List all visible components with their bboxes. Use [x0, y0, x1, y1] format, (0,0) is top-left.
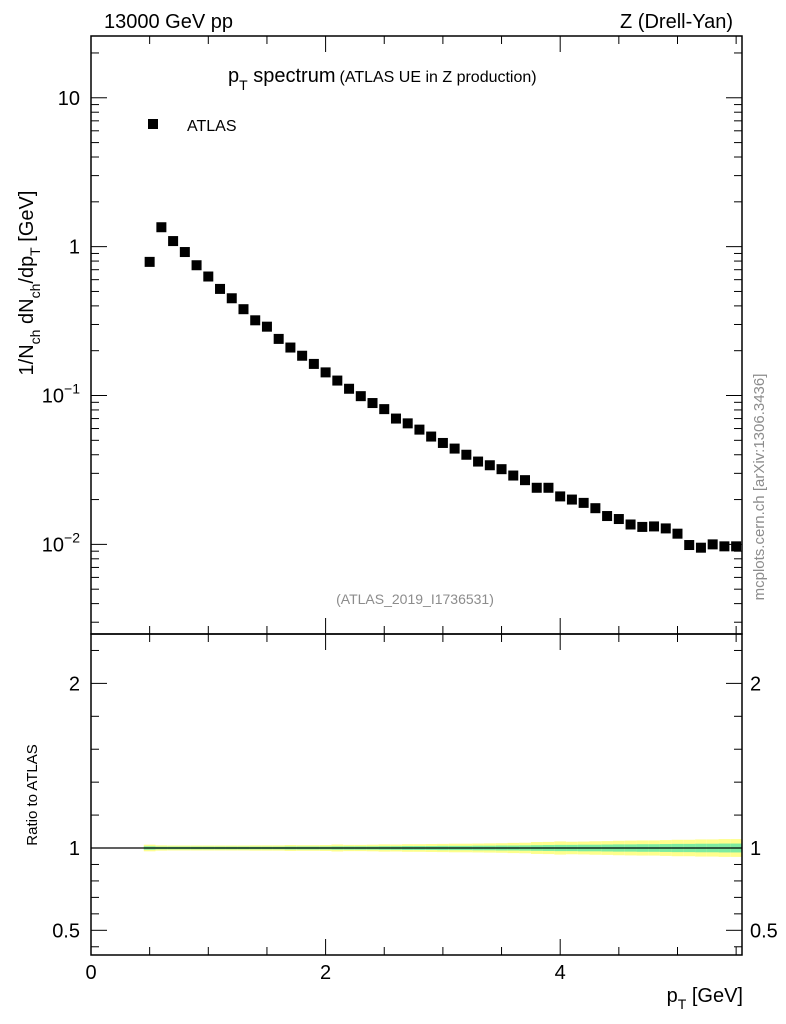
data-point [649, 521, 660, 532]
ratio-y-tick-label-2: 0.5 [52, 920, 80, 942]
header-left-label: 13000 GeV pp [104, 11, 233, 33]
data-point [332, 375, 343, 386]
x-tick-label-2: 4 [555, 962, 566, 984]
data-point [543, 482, 554, 493]
data-point [449, 443, 460, 454]
data-point [566, 494, 577, 505]
data-point [379, 404, 390, 415]
data-point [707, 539, 718, 550]
xlabel-sub: T [678, 996, 687, 1012]
chart-title-word: spectrum [248, 65, 336, 87]
data-point [520, 475, 530, 486]
main-y-tick-labels: 10 1 10−1 10−2 [42, 88, 80, 557]
ratio-panel: 2 2 1 1 0.5 0.5 0 2 4 [52, 633, 778, 984]
data-point [250, 315, 261, 326]
data-point [215, 283, 226, 294]
ratio-y-tick-label-right-2: 0.5 [750, 920, 778, 942]
main-y-tick-label-3: 10−2 [42, 529, 80, 556]
data-point [637, 521, 648, 532]
data-point [672, 528, 683, 539]
data-point [613, 514, 624, 525]
data-point [719, 541, 730, 552]
data-point [484, 460, 495, 471]
main-data-points [144, 222, 742, 553]
data-point [144, 256, 155, 267]
data-point [308, 358, 319, 369]
side-label: mcplots.cern.ch [arXiv:1306.3436] [751, 374, 768, 601]
data-point [344, 383, 355, 394]
data-point [191, 260, 202, 271]
data-point [355, 391, 366, 402]
data-point [731, 541, 742, 552]
x-tick-label-0: 0 [85, 962, 96, 984]
ratio-y-tick-label-right-0: 2 [750, 673, 761, 695]
x-axis-label: pT [GeV] [667, 985, 743, 1012]
ylabel-part-b: ch [27, 330, 43, 345]
data-point [531, 482, 542, 493]
analysis-label: (ATLAS_2019_I1736531) [336, 591, 494, 607]
ratio-x-tick-labels: 0 2 4 [85, 962, 565, 984]
data-point [602, 511, 613, 522]
data-point [156, 222, 167, 233]
data-point [414, 424, 425, 435]
chart-title-extra: (ATLAS UE in Z production) [340, 69, 537, 86]
main-y-axis-label: 1/Nch dNch/dpT [GeV] [16, 191, 43, 376]
main-panel: 10 1 10−1 10−2 [42, 35, 743, 635]
data-point [261, 321, 272, 332]
main-axis-ticks [90, 36, 742, 634]
ratio-y-tick-labels: 2 2 1 1 0.5 0.5 [52, 673, 778, 942]
data-point [473, 456, 484, 467]
data-point [367, 398, 378, 409]
data-point [320, 367, 331, 378]
data-point [590, 503, 601, 514]
data-point [226, 293, 237, 304]
main-y-tick-label-0: 10 [58, 88, 80, 110]
ratio-y-tick-label-1: 1 [69, 838, 80, 860]
ylabel-part-f: T [27, 247, 43, 256]
xlabel-unit: [GeV] [686, 985, 743, 1007]
data-point [203, 271, 214, 282]
main-y-tick-label-2: 10−1 [42, 381, 80, 408]
ratio-y-tick-label-right-1: 1 [750, 838, 761, 860]
main-y-tick-label-1: 1 [69, 237, 80, 259]
data-point [238, 304, 249, 315]
data-point [684, 540, 695, 551]
ratio-plot-frame [90, 633, 743, 956]
ratio-axis-ticks [90, 634, 742, 955]
x-tick-label-1: 2 [320, 962, 331, 984]
data-point [695, 542, 706, 553]
data-point [402, 418, 413, 429]
xlabel-main: p [667, 985, 678, 1007]
data-point [461, 449, 472, 460]
ylabel-part-c: dN [16, 298, 38, 329]
data-point [555, 491, 566, 502]
ratio-y-axis-label: Ratio to ATLAS [24, 744, 41, 845]
data-point [390, 413, 401, 424]
data-point [437, 437, 448, 448]
data-point [285, 342, 296, 353]
data-point [660, 523, 671, 534]
data-point [426, 431, 437, 442]
chart-title-sub: T [239, 77, 248, 93]
data-point [625, 519, 636, 530]
ylabel-part-e: /dp [16, 256, 38, 284]
data-point [578, 497, 589, 508]
legend: ATLAS [148, 118, 237, 135]
data-point [297, 350, 308, 361]
data-point [273, 333, 284, 344]
header-right-label: Z (Drell-Yan) [620, 11, 733, 33]
ratio-y-tick-label-0: 2 [69, 673, 80, 695]
chart-title: pT spectrum (ATLAS UE in Z production) [228, 65, 537, 93]
chart-title-main: p [228, 65, 239, 87]
data-point [496, 464, 507, 475]
ylabel-part-a: 1/N [16, 344, 38, 375]
ylabel-part-d: ch [27, 284, 43, 299]
data-point [179, 247, 190, 258]
legend-entry-atlas: ATLAS [187, 118, 237, 135]
data-point [168, 236, 179, 247]
legend-marker [148, 119, 158, 129]
ylabel-part-g: [GeV] [16, 191, 38, 248]
data-point [508, 470, 519, 481]
